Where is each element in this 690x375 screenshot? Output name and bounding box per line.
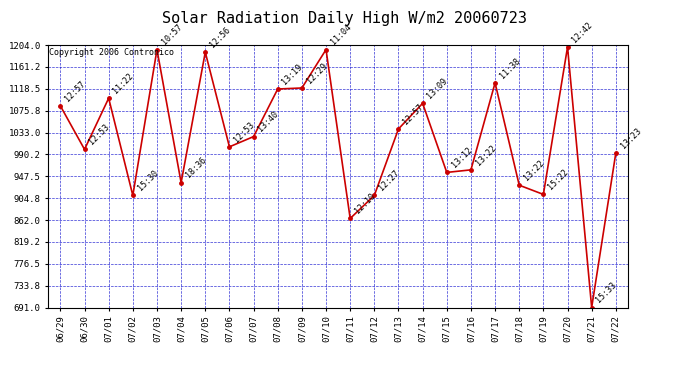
Text: 12:53: 12:53 — [88, 123, 111, 147]
Text: 15:30: 15:30 — [136, 169, 159, 193]
Text: 13:12: 13:12 — [450, 146, 473, 170]
Text: 12:57: 12:57 — [63, 79, 87, 103]
Text: 12:10: 12:10 — [353, 192, 377, 216]
Text: 12:42: 12:42 — [571, 20, 594, 44]
Text: 11:38: 11:38 — [498, 56, 522, 80]
Text: 12:57: 12:57 — [402, 102, 425, 126]
Text: 13:22: 13:22 — [474, 143, 497, 167]
Text: 12:29: 12:29 — [305, 61, 328, 85]
Text: 13:40: 13:40 — [257, 110, 280, 134]
Text: Solar Radiation Daily High W/m2 20060723: Solar Radiation Daily High W/m2 20060723 — [163, 11, 527, 26]
Text: 13:19: 13:19 — [281, 62, 304, 86]
Text: 13:23: 13:23 — [619, 126, 642, 150]
Text: 11:22: 11:22 — [112, 71, 135, 96]
Text: 18:36: 18:36 — [184, 156, 208, 180]
Text: 13:22: 13:22 — [522, 158, 546, 182]
Text: 12:56: 12:56 — [208, 26, 232, 50]
Text: 10:57: 10:57 — [160, 23, 184, 47]
Text: 15:22: 15:22 — [546, 168, 570, 192]
Text: 12:53: 12:53 — [233, 120, 256, 144]
Text: 12:27: 12:27 — [377, 169, 401, 193]
Text: 13:09: 13:09 — [426, 76, 449, 101]
Text: 11:04: 11:04 — [329, 23, 353, 47]
Text: 15:33: 15:33 — [595, 280, 618, 305]
Text: Copyright 2006 Contronico: Copyright 2006 Contronico — [50, 48, 175, 57]
